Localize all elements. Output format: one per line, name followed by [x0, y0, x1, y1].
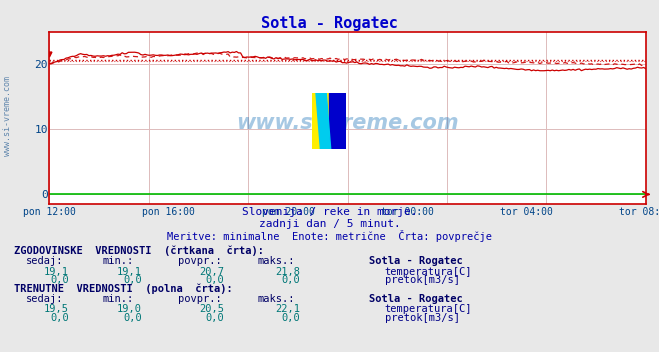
- Text: 0,0: 0,0: [51, 275, 69, 285]
- Text: Slovenija / reke in morje.: Slovenija / reke in morje.: [242, 207, 417, 217]
- Text: 19,1: 19,1: [117, 266, 142, 277]
- Text: maks.:: maks.:: [257, 294, 295, 304]
- Text: sedaj:: sedaj:: [26, 256, 64, 266]
- Text: Sotla - Rogatec: Sotla - Rogatec: [369, 294, 463, 304]
- Text: 19,5: 19,5: [44, 304, 69, 314]
- Text: 0,0: 0,0: [206, 313, 224, 323]
- Text: Sotla - Rogatec: Sotla - Rogatec: [261, 16, 398, 31]
- Text: 0,0: 0,0: [123, 313, 142, 323]
- Text: 20,5: 20,5: [199, 304, 224, 314]
- Text: povpr.:: povpr.:: [178, 256, 221, 266]
- Text: povpr.:: povpr.:: [178, 294, 221, 304]
- Text: 0,0: 0,0: [281, 275, 300, 285]
- Text: 0,0: 0,0: [51, 313, 69, 323]
- Bar: [329, 93, 346, 149]
- Text: 20,7: 20,7: [199, 266, 224, 277]
- Text: pretok[m3/s]: pretok[m3/s]: [385, 275, 460, 285]
- Text: www.si-vreme.com: www.si-vreme.com: [237, 113, 459, 133]
- Text: pretok[m3/s]: pretok[m3/s]: [385, 313, 460, 323]
- Text: Sotla - Rogatec: Sotla - Rogatec: [369, 256, 463, 266]
- Text: 0,0: 0,0: [123, 275, 142, 285]
- Text: 0,0: 0,0: [206, 275, 224, 285]
- Text: Meritve: minimalne  Enote: metrične  Črta: povprečje: Meritve: minimalne Enote: metrične Črta:…: [167, 230, 492, 242]
- Bar: [312, 93, 329, 149]
- Text: ZGODOVINSKE  VREDNOSTI  (črtkana  črta):: ZGODOVINSKE VREDNOSTI (črtkana črta):: [14, 246, 264, 256]
- Text: temperatura[C]: temperatura[C]: [385, 266, 473, 277]
- Text: 22,1: 22,1: [275, 304, 300, 314]
- Text: TRENUTNE  VREDNOSTI  (polna  črta):: TRENUTNE VREDNOSTI (polna črta):: [14, 284, 233, 294]
- Text: temperatura[C]: temperatura[C]: [385, 304, 473, 314]
- Text: 19,1: 19,1: [44, 266, 69, 277]
- Text: 21,8: 21,8: [275, 266, 300, 277]
- Polygon shape: [316, 93, 331, 149]
- Text: zadnji dan / 5 minut.: zadnji dan / 5 minut.: [258, 219, 401, 229]
- Text: min.:: min.:: [102, 256, 133, 266]
- Text: min.:: min.:: [102, 294, 133, 304]
- Text: 0,0: 0,0: [281, 313, 300, 323]
- Text: maks.:: maks.:: [257, 256, 295, 266]
- Text: sedaj:: sedaj:: [26, 294, 64, 304]
- Text: www.si-vreme.com: www.si-vreme.com: [3, 76, 13, 156]
- Text: 19,0: 19,0: [117, 304, 142, 314]
